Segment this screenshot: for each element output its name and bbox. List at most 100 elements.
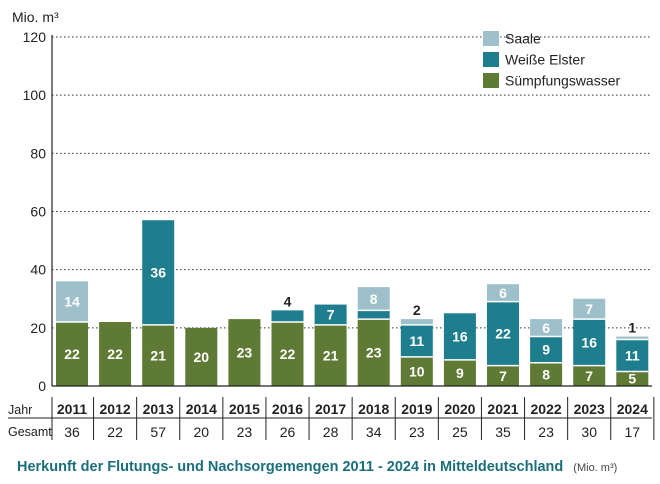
data-table: Jahr Gesamt 2011 36 2012 22 2013 57 2014 20 2015 23…: [8, 385, 655, 440]
bar-segment: [573, 319, 606, 366]
bar-segment: [616, 336, 649, 340]
bar-segment: [56, 281, 88, 323]
bar-segment: [400, 324, 433, 357]
total-value: 23: [409, 424, 425, 440]
bar-segment: [357, 319, 390, 386]
bar-segment: [56, 322, 88, 386]
total-value: 57: [150, 424, 166, 440]
bar-segment: [487, 284, 519, 302]
data-label: 23: [366, 345, 382, 361]
data-label: 16: [581, 334, 597, 350]
y-tick-label: 60: [30, 204, 46, 220]
legend-swatch: [483, 73, 499, 88]
data-label: 23: [237, 345, 253, 361]
title-unit: (Mio. m³): [573, 462, 617, 474]
table-row-label: Gesamt: [8, 425, 52, 439]
bar-segment: [142, 220, 175, 325]
total-value: 26: [280, 424, 296, 440]
legend: Saale Weiße Elster Sümpfungswasser: [483, 31, 621, 89]
x-tick-label: 2021: [487, 401, 518, 417]
legend-swatch: [483, 31, 499, 46]
data-label: 11: [409, 333, 424, 349]
bar-segment: [400, 356, 433, 386]
bar-segment: [616, 371, 649, 386]
bar-segment: [185, 327, 218, 386]
bar-segment: [530, 362, 563, 386]
x-tick-label: 2018: [358, 401, 389, 417]
total-value: 17: [625, 424, 641, 440]
y-tick-label: 100: [23, 87, 47, 103]
data-label: 16: [452, 329, 468, 345]
title-text: Herkunft der Flutungs- und Nachsorgemeng…: [17, 459, 563, 475]
bar-segment: [142, 324, 175, 386]
total-value: 34: [366, 424, 382, 440]
data-label: 7: [585, 301, 593, 317]
data-label: 7: [585, 368, 593, 384]
data-label: 6: [499, 285, 507, 301]
data-label: 7: [327, 307, 335, 323]
data-label: 22: [280, 346, 296, 362]
x-tick-label: 2022: [531, 401, 562, 417]
bar-segment: [530, 319, 563, 337]
data-label: 22: [495, 326, 511, 342]
data-label: 8: [542, 366, 550, 382]
bars: 2214222136202322421723381011291672268967…: [56, 220, 649, 387]
bar-segment: [573, 365, 606, 386]
bar-segment: [487, 301, 519, 366]
data-label: 14: [64, 294, 80, 310]
x-tick-label: 2024: [617, 401, 648, 417]
y-tick-label: 40: [30, 262, 46, 278]
x-tick-label: 2020: [444, 401, 475, 417]
x-tick-label: 2012: [100, 401, 131, 417]
x-tick-label: 2015: [229, 401, 260, 417]
data-label: 9: [542, 342, 550, 358]
x-tick-label: 2023: [574, 401, 605, 417]
bar-segment: [400, 319, 433, 325]
y-axis-ticks: 0 20 40 60 80 100 120: [23, 29, 53, 394]
data-label: 5: [628, 371, 636, 387]
bar-segment: [271, 322, 304, 386]
data-label: 2: [413, 302, 421, 318]
x-tick-label: 2014: [186, 401, 217, 417]
data-label: 9: [456, 365, 464, 381]
bar-segment: [271, 310, 304, 323]
bar-segment: [228, 319, 261, 386]
bar-segment: [357, 310, 390, 320]
data-label: 6: [542, 320, 550, 336]
bar-segment: [99, 322, 132, 386]
data-label: 22: [64, 346, 80, 362]
x-tick-label: 2016: [272, 401, 303, 417]
bar-segment: [443, 359, 476, 386]
bar-segment: [314, 324, 347, 386]
legend-swatch: [483, 52, 499, 67]
total-value: 30: [581, 424, 597, 440]
bar-segment: [487, 365, 519, 386]
data-label: 21: [150, 347, 166, 363]
bar-segment: [314, 304, 347, 325]
bar-segment: [443, 313, 476, 360]
x-tick-label: 2011: [57, 401, 88, 417]
table-row-label: Jahr: [8, 403, 32, 417]
y-tick-label: 0: [38, 378, 46, 394]
total-value: 36: [64, 424, 80, 440]
data-label: 10: [409, 363, 425, 379]
bar-segment: [357, 287, 390, 311]
total-value: 25: [452, 424, 468, 440]
data-label: 11: [625, 347, 640, 363]
y-axis-label: Mio. m³: [12, 9, 59, 25]
data-label: 21: [323, 347, 339, 363]
data-label: 20: [194, 349, 210, 365]
x-tick-label: 2019: [401, 401, 432, 417]
data-label: 7: [499, 368, 507, 384]
total-value: 23: [538, 424, 554, 440]
total-value: 35: [495, 424, 511, 440]
total-value: 28: [323, 424, 339, 440]
y-tick-label: 20: [30, 320, 46, 336]
legend-label: Sümpfungswasser: [505, 73, 621, 89]
legend-label: Weiße Elster: [505, 52, 585, 68]
total-value: 22: [107, 424, 123, 440]
data-label: 22: [107, 346, 123, 362]
data-label: 4: [284, 293, 292, 309]
